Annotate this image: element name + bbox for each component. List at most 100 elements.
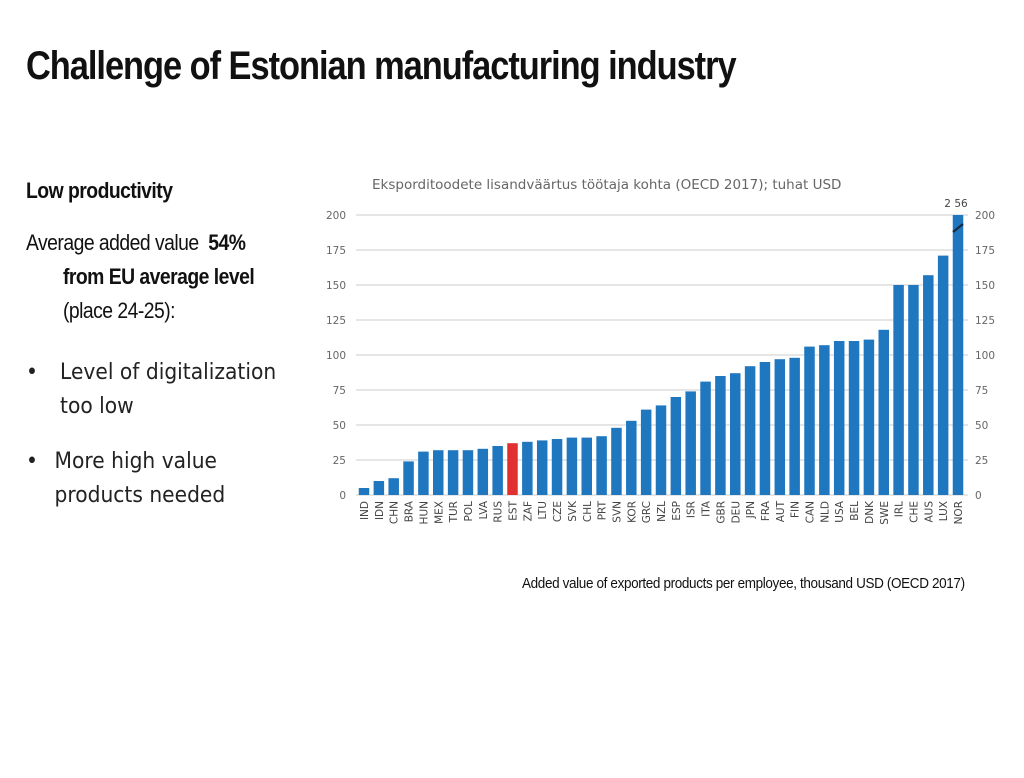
x-tick-label: RUS: [493, 501, 505, 523]
x-tick-label: ISR: [686, 501, 698, 518]
x-tick-label: BRA: [404, 500, 416, 522]
bar-deu: [730, 373, 741, 495]
x-tick-label: ZAF: [522, 501, 534, 521]
bars-layer: [358, 215, 964, 495]
bar-prt: [596, 436, 607, 495]
bar-cze: [551, 439, 563, 495]
x-tick-label: TUR: [448, 501, 460, 523]
x-tick-label: SWE: [879, 501, 891, 525]
average-added-value-text: Average added value 54% from EU average …: [26, 226, 290, 328]
bar-ind: [358, 488, 370, 495]
bar-usa: [833, 341, 845, 495]
bar-mex: [433, 450, 444, 495]
bullet-text: More high value products needed: [54, 449, 226, 508]
x-tick-label: AUT: [775, 500, 787, 522]
x-tick-label: IND: [359, 501, 371, 520]
bar-gbr: [715, 376, 726, 495]
x-tick-label: AUS: [923, 501, 935, 523]
x-tick-label: CHL: [582, 501, 594, 522]
chart-svg: Eksporditoodete lisandväärtus töötaja ko…: [326, 177, 995, 525]
x-tick-label: EST: [508, 500, 520, 520]
x-tick-label: BEL: [849, 501, 861, 521]
bar-zaf: [522, 441, 533, 495]
bar-grc: [640, 409, 652, 495]
bar-irl: [893, 285, 904, 495]
y-tick-label-left: 100: [326, 350, 346, 362]
x-tick-label: SVN: [611, 501, 623, 523]
bar-bra: [403, 461, 414, 495]
x-tick-label: LVA: [478, 500, 490, 519]
bar-swe: [878, 329, 889, 495]
bar-can: [804, 346, 815, 495]
ticks-layer: 0 0 25 25 50 50 75 75 100 100 125 125 150 150 175 175 20…: [326, 210, 995, 502]
avg-prefix: Average added value: [26, 230, 199, 255]
x-tick-label: LTU: [537, 501, 549, 520]
y-tick-label-right: 50: [975, 420, 988, 432]
x-tick-label: HUN: [418, 501, 430, 524]
x-tick-label: FIN: [790, 501, 802, 518]
x-tick-label: CZE: [552, 501, 564, 522]
bar-chl: [581, 437, 592, 495]
bar-aus: [923, 275, 934, 495]
x-tick-label: JPN: [745, 501, 757, 519]
y-tick-label-left: 125: [326, 315, 346, 327]
bullet-item-high-value: • More high value products needed: [26, 445, 248, 513]
y-tick-label-right: 100: [975, 350, 995, 362]
left-text-column: Low productivity Average added value 54%…: [26, 178, 326, 328]
bar-rus: [492, 446, 503, 495]
bar-ltu: [536, 440, 548, 495]
x-tick-label: SVK: [567, 500, 579, 522]
x-tick-label: IRL: [894, 501, 906, 517]
bar-tur: [447, 450, 459, 495]
x-tick-label: DEU: [730, 501, 742, 523]
y-tick-label-right: 175: [975, 245, 995, 257]
bar-nzl: [655, 405, 667, 495]
y-tick-label-left: 200: [326, 210, 346, 222]
subheading: Low productivity: [26, 178, 173, 203]
bullet-text: Level of digitalization too low: [60, 360, 277, 419]
bar-lux: [937, 255, 949, 495]
x-tick-label: NZL: [656, 501, 668, 522]
bar-ita: [700, 381, 711, 495]
x-tick-label: LUX: [938, 501, 950, 521]
bar-che: [908, 285, 919, 495]
x-tick-label: DNK: [864, 500, 876, 524]
y-tick-label-right: 75: [975, 385, 988, 397]
avg-line2: from EU average level: [62, 264, 255, 289]
bar-nld: [819, 345, 830, 495]
avg-line3: (place 24-25):: [62, 298, 176, 323]
productivity-bar-chart: Eksporditoodete lisandväärtus töötaja ko…: [320, 168, 1000, 538]
avg-percent: 54%: [208, 230, 246, 255]
bar-value-label: 2 56: [944, 198, 968, 210]
x-tick-label: NLD: [819, 501, 831, 523]
x-tick-label: CAN: [805, 501, 817, 523]
bullet-dot-icon: •: [26, 449, 38, 474]
x-tick-label: NOR: [953, 501, 965, 524]
y-tick-label-right: 125: [975, 315, 995, 327]
slide-title: Challenge of Estonian manufacturing indu…: [26, 44, 737, 88]
x-tick-label: GBR: [715, 501, 727, 524]
x-tick-label: IDN: [374, 501, 386, 520]
bar-hun: [418, 451, 429, 495]
bar-aut: [774, 359, 786, 495]
x-tick-label: CHE: [908, 501, 920, 523]
bar-fin: [789, 357, 800, 495]
x-tick-label: MEX: [433, 501, 445, 524]
bar-est: [507, 443, 518, 495]
bar-jpn: [744, 366, 756, 495]
bar-chn: [388, 478, 399, 495]
x-tick-label: GRC: [641, 501, 653, 523]
bullet-dot-icon: •: [26, 360, 38, 385]
labels-layer: IND IDN CHN BRA HUN MEX TUR POL LVA RUS EST ZAF LTU C…: [359, 198, 968, 525]
bar-fra: [759, 362, 771, 495]
y-tick-label-left: 75: [333, 385, 346, 397]
bullet-item-digitalization: • Level of digitalization too low: [26, 356, 290, 424]
x-tick-label: FRA: [760, 500, 772, 521]
bar-bel: [848, 341, 860, 495]
bar-svn: [611, 427, 622, 495]
y-tick-label-right: 150: [975, 280, 995, 292]
x-tick-label: ITA: [701, 500, 713, 517]
bar-dnk: [863, 339, 875, 495]
x-tick-label: ESP: [671, 501, 683, 521]
y-tick-label-right: 0: [975, 490, 982, 502]
